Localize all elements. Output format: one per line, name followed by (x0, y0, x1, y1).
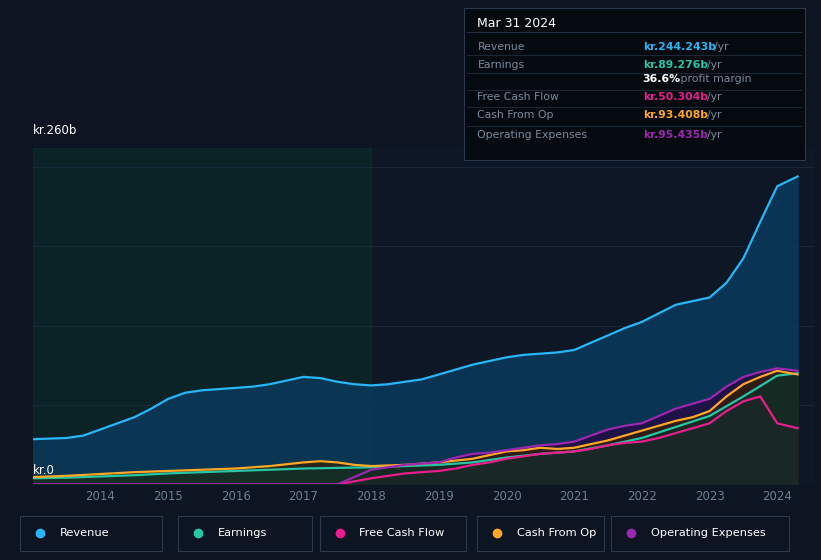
Text: Earnings: Earnings (218, 529, 267, 538)
Text: Free Cash Flow: Free Cash Flow (478, 92, 559, 102)
Bar (478, 516, 603, 551)
Text: Revenue: Revenue (478, 42, 525, 52)
Text: kr.93.408b: kr.93.408b (643, 110, 708, 120)
Text: profit margin: profit margin (677, 74, 751, 83)
Bar (178, 516, 312, 551)
Text: Revenue: Revenue (60, 529, 109, 538)
Text: /yr: /yr (713, 42, 728, 52)
Text: /yr: /yr (708, 130, 722, 139)
Text: kr.260b: kr.260b (33, 124, 77, 137)
Text: Cash From Op: Cash From Op (478, 110, 554, 120)
Text: Operating Expenses: Operating Expenses (478, 130, 588, 139)
Text: Earnings: Earnings (478, 60, 525, 70)
Bar (33, 148, 371, 484)
Text: Free Cash Flow: Free Cash Flow (360, 529, 444, 538)
Text: kr.95.435b: kr.95.435b (643, 130, 708, 139)
Text: Mar 31 2024: Mar 31 2024 (478, 17, 557, 30)
Text: kr.0: kr.0 (33, 464, 55, 477)
Bar (371, 148, 814, 484)
Bar (320, 516, 466, 551)
Text: /yr: /yr (708, 110, 722, 120)
Text: /yr: /yr (708, 92, 722, 102)
Text: Operating Expenses: Operating Expenses (651, 529, 766, 538)
Text: /yr: /yr (708, 60, 722, 70)
Text: kr.50.304b: kr.50.304b (643, 92, 708, 102)
Text: Cash From Op: Cash From Op (517, 529, 596, 538)
Text: kr.244.243b: kr.244.243b (643, 42, 716, 52)
Text: 36.6%: 36.6% (643, 74, 681, 83)
Text: kr.89.276b: kr.89.276b (643, 60, 708, 70)
Bar (612, 516, 789, 551)
Bar (21, 516, 163, 551)
